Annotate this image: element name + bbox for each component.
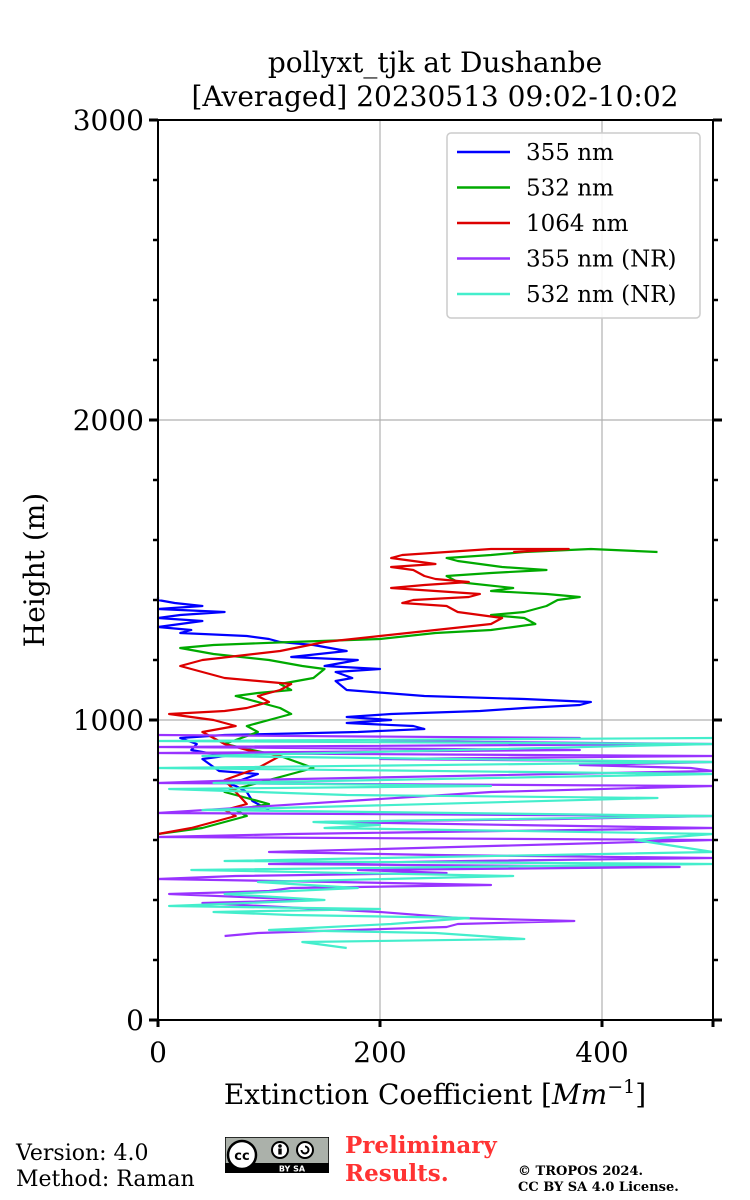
plot-frame: [157, 119, 714, 1021]
y-tick-label: 1000: [73, 704, 144, 737]
copyright-line-2: CC BY SA 4.0 License.: [518, 1180, 679, 1195]
x-axis-label: Extinction Coefficient [Mm−1]: [224, 1076, 646, 1111]
cc-license-badge: cc BY SA: [225, 1137, 329, 1173]
preliminary-notice: Preliminary Results.: [345, 1132, 497, 1188]
chart-title: pollyxt_tjk at Dushanbe: [268, 46, 602, 79]
preliminary-line-2: Results.: [345, 1160, 449, 1187]
sa-icon: [296, 1141, 314, 1159]
legend-label-0: 355 nm: [526, 140, 614, 166]
x-axis-label-main: Extinction Coefficient [: [224, 1078, 552, 1111]
x-axis-label-close: ]: [635, 1078, 646, 1111]
legend-label-3: 355 nm (NR): [526, 247, 677, 273]
cc-icon: [226, 1139, 258, 1171]
extinction-chart: pollyxt_tjk at Dushanbe [Averaged] 20230…: [18, 46, 722, 1111]
series-layer: [156, 547, 715, 950]
series-line-1: [157, 547, 658, 836]
series-line-2: [157, 547, 570, 836]
y-tick-label: 2000: [73, 404, 144, 437]
legend: 355 nm 532 nm 1064 nm 355 nm (NR) 532 nm (NR…: [446, 132, 701, 319]
preliminary-line-1: Preliminary: [345, 1132, 497, 1159]
y-tick-label: 3000: [73, 104, 144, 137]
x-tick-label: 200: [353, 1036, 406, 1069]
legend-box: [446, 132, 701, 319]
copyright-notice: © TROPOS 2024. CC BY SA 4.0 License.: [518, 1164, 679, 1196]
series-line-4: [156, 736, 715, 950]
copyright-line-1: © TROPOS 2024.: [518, 1164, 644, 1179]
y-axis-label: Height (m): [18, 493, 51, 647]
version-text: Version: 4.0: [16, 1141, 149, 1166]
x-tick-label: 400: [575, 1036, 628, 1069]
legend-label-2: 1064 nm: [526, 211, 629, 237]
y-tick-label: 0: [126, 1004, 144, 1037]
x-axis-label-unit: Mm: [551, 1078, 607, 1111]
method-text: Method: Raman: [16, 1167, 195, 1192]
series-line-0: [156, 597, 593, 811]
axis-ticks: 0 1000 2000 3000 0 200 400: [73, 104, 722, 1069]
svg-text:cc: cc: [234, 1149, 249, 1164]
x-axis-label-exp: −1: [607, 1076, 635, 1098]
legend-label-4: 532 nm (NR): [526, 282, 677, 308]
x-tick-label: 0: [149, 1036, 167, 1069]
legend-label-1: 532 nm: [526, 176, 614, 202]
badge-text: BY SA: [279, 1165, 306, 1174]
chart-subtitle: [Averaged] 20230513 09:02-10:02: [192, 80, 679, 113]
